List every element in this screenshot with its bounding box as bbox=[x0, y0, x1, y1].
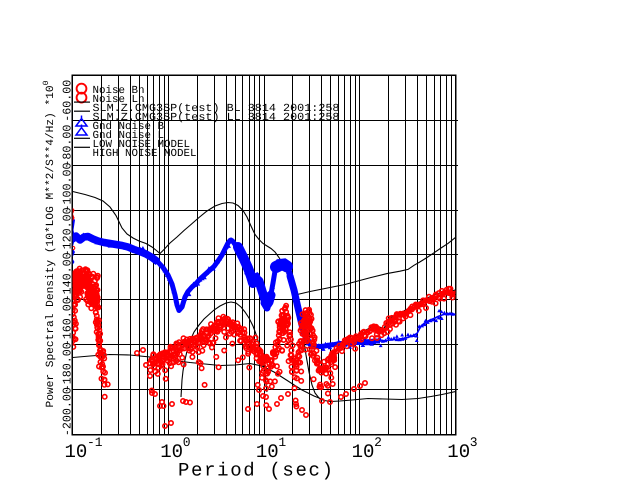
svg-text:-60.00: -60.00 bbox=[60, 80, 74, 122]
svg-text:10: 10 bbox=[65, 441, 88, 463]
svg-text:-120.00: -120.00 bbox=[60, 207, 74, 256]
svg-text:SLM.Z.CMG3SP(test) LL 3814: SLM.Z.CMG3SP(test) LL 3814 2001:258 bbox=[93, 112, 340, 124]
svg-text:-180.00: -180.00 bbox=[60, 342, 74, 391]
svg-text:-160.00: -160.00 bbox=[60, 297, 74, 346]
svg-text:-80.00: -80.00 bbox=[60, 125, 74, 167]
svg-text:2: 2 bbox=[374, 435, 382, 450]
svg-text:10: 10 bbox=[447, 441, 470, 463]
svg-text:HIGH NOISE MODEL: HIGH NOISE MODEL bbox=[93, 148, 197, 160]
svg-text:-200.00: -200.00 bbox=[60, 387, 74, 436]
svg-text:10: 10 bbox=[256, 441, 279, 463]
svg-text:SLM.Z.CMG3SP(test) BL 3814: SLM.Z.CMG3SP(test) BL 3814 2001:258 bbox=[93, 103, 340, 115]
svg-text:Gnd Noise B: Gnd Noise B bbox=[93, 121, 165, 133]
svg-text:0: 0 bbox=[183, 435, 191, 450]
svg-text:3: 3 bbox=[470, 435, 478, 450]
svg-text:Power Spectral Density (10*LOG: Power Spectral Density (10*LOG M**2/S**4… bbox=[42, 80, 57, 407]
svg-text:10: 10 bbox=[160, 441, 183, 463]
svg-text:Noise Lh: Noise Lh bbox=[93, 94, 145, 106]
svg-text:Period (sec): Period (sec) bbox=[178, 460, 333, 480]
svg-text:LOW NOISE MODEL: LOW NOISE MODEL bbox=[93, 139, 191, 151]
svg-text:1: 1 bbox=[278, 435, 286, 450]
svg-text:Gnd Noise L: Gnd Noise L bbox=[93, 130, 165, 142]
svg-text:-140.00: -140.00 bbox=[60, 252, 74, 301]
svg-text:-1: -1 bbox=[87, 435, 103, 450]
svg-text:-100.00: -100.00 bbox=[60, 163, 74, 212]
svg-text:Noise Bh: Noise Bh bbox=[93, 85, 145, 97]
svg-text:10: 10 bbox=[352, 441, 375, 463]
